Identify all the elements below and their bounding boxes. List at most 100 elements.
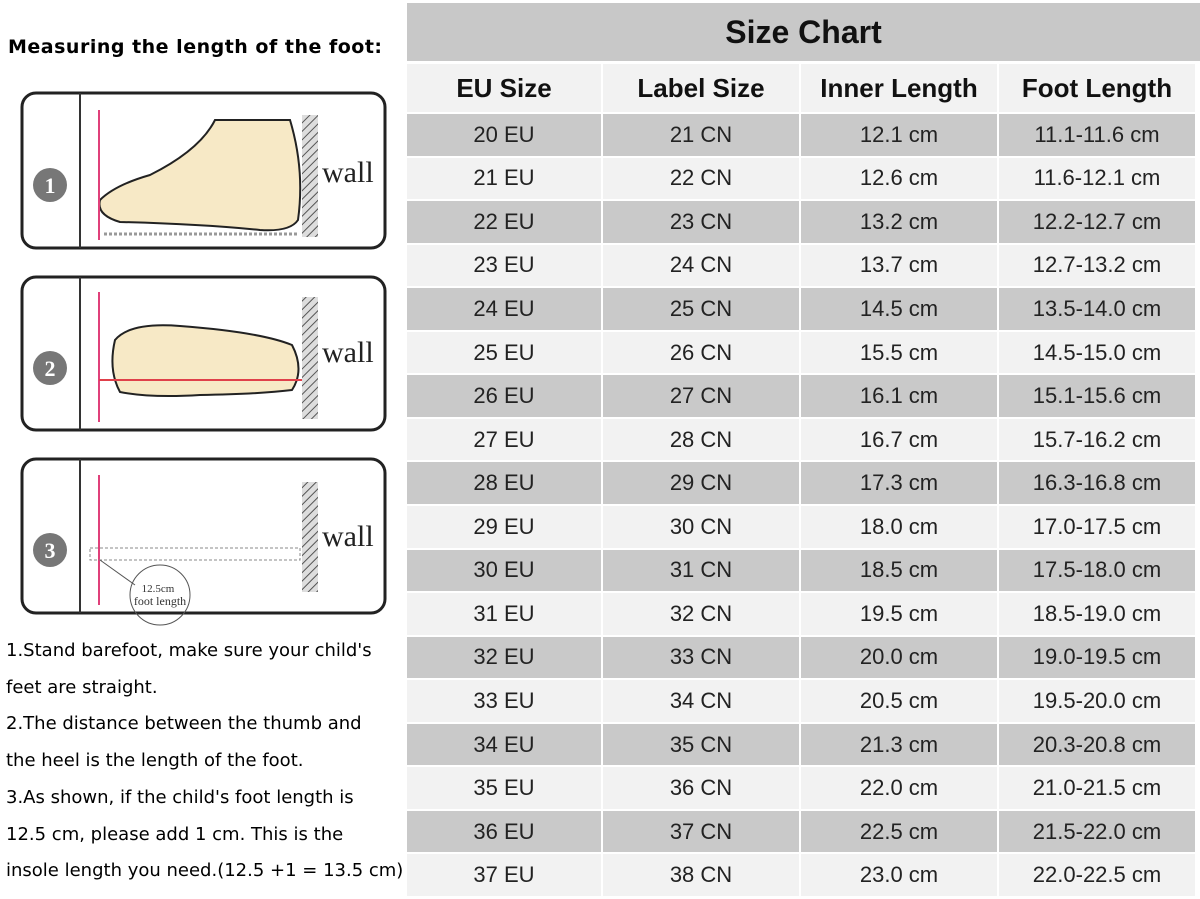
table-cell: 18.0 cm [801, 506, 997, 548]
table-cell: 36 EU [407, 810, 601, 853]
table-cell: 24 EU [407, 288, 601, 330]
table-cell: 28 CN [603, 418, 799, 461]
table-cell: 21 EU [407, 157, 601, 200]
table-cell: 12.6 cm [801, 157, 997, 200]
instruction-line: 1.Stand barefoot, make sure your child's [6, 640, 372, 661]
table-cell: 24 CN [603, 244, 799, 287]
table-cell: 19.0-19.5 cm [999, 636, 1195, 679]
table-cell: 29 CN [603, 462, 799, 504]
table-cell: 18.5-19.0 cm [999, 593, 1195, 635]
table-cell: 34 EU [407, 723, 601, 766]
table-cell: 31 EU [407, 593, 601, 635]
wall-label: wall [322, 156, 374, 189]
table-cell: 35 EU [407, 767, 601, 809]
table-cell: 37 CN [603, 810, 799, 853]
table-cell: 35 CN [603, 723, 799, 766]
table-cell: 17.5-18.0 cm [999, 549, 1195, 592]
table-cell: 11.6-12.1 cm [999, 157, 1195, 200]
table-title: Size Chart [407, 3, 1200, 61]
instruction-line: feet are straight. [6, 676, 158, 698]
instruction-line: 2.The distance between the thumb and [6, 713, 362, 735]
instruction-line: 12.5 cm, please add 1 cm. This is the [6, 823, 344, 845]
table-cell: 15.5 cm [801, 331, 997, 374]
table-cell: 30 EU [407, 549, 601, 592]
instruction-line: insole length you need.(12.5 +1 = 13.5 c… [6, 860, 404, 882]
table-cell: 37 EU [407, 854, 601, 896]
measure-caption: foot length [134, 594, 186, 608]
table-cell: 15.7-16.2 cm [999, 418, 1195, 461]
diagram-3 [20, 457, 387, 626]
diagram-1 [20, 91, 387, 250]
table-cell: 22.0 cm [801, 767, 997, 809]
table-cell: 36 CN [603, 767, 799, 809]
table-cell: 33 CN [603, 636, 799, 679]
table-cell: 28 EU [407, 462, 601, 504]
table-cell: 22 EU [407, 201, 601, 243]
table-cell: 26 EU [407, 375, 601, 417]
instruction-line: 3.As shown, if the child's foot length i… [6, 786, 354, 808]
table-cell: 12.7-13.2 cm [999, 244, 1195, 287]
table-cell: 15.1-15.6 cm [999, 375, 1195, 417]
table-cell: 19.5 cm [801, 593, 997, 635]
column-header: Inner Length [801, 64, 997, 112]
table-cell: 30 CN [603, 506, 799, 548]
size-table: Size Chart EU Size Label Size Inner Length… [407, 0, 1200, 899]
table-cell: 26 CN [603, 331, 799, 374]
table-cell: 16.3-16.8 cm [999, 462, 1195, 504]
step-number: 1 [45, 173, 56, 198]
instruction-line: the heel is the length of the foot. [6, 750, 304, 772]
table-cell: 13.2 cm [801, 201, 997, 243]
table-cell: 18.5 cm [801, 549, 997, 592]
column-header: Label Size [603, 64, 799, 112]
table-cell: 23 CN [603, 201, 799, 243]
table-cell: 22.0-22.5 cm [999, 854, 1195, 896]
table-cell: 11.1-11.6 cm [999, 114, 1195, 156]
table-cell: 25 CN [603, 288, 799, 330]
diagram-2 [20, 275, 387, 432]
table-cell: 22 CN [603, 157, 799, 200]
table-cell: 32 EU [407, 636, 601, 679]
step-number: 3 [45, 538, 56, 563]
table-cell: 33 EU [407, 680, 601, 722]
table-cell: 14.5 cm [801, 288, 997, 330]
table-cell: 31 CN [603, 549, 799, 592]
table-cell: 20 EU [407, 114, 601, 156]
table-cell: 20.0 cm [801, 636, 997, 679]
table-cell: 38 CN [603, 854, 799, 896]
measure-label: 12.5cm [142, 583, 175, 595]
table-cell: 19.5-20.0 cm [999, 680, 1195, 722]
heading: Measuring the length of the foot: [8, 36, 383, 58]
table-cell: 34 CN [603, 680, 799, 722]
table-cell: 17.3 cm [801, 462, 997, 504]
table-cell: 21.0-21.5 cm [999, 767, 1195, 809]
diagram-labels: 1 2 3 wall wall wall 12.5cm foot length [45, 156, 374, 608]
table-cell: 16.1 cm [801, 375, 997, 417]
table-cell: 27 CN [603, 375, 799, 417]
table-cell: 20.3-20.8 cm [999, 723, 1195, 766]
table-cell: 23 EU [407, 244, 601, 287]
column-header: EU Size [407, 64, 601, 112]
table-cell: 13.7 cm [801, 244, 997, 287]
table-cell: 12.1 cm [801, 114, 997, 156]
step-number: 2 [45, 356, 56, 381]
table-cell: 21.5-22.0 cm [999, 810, 1195, 853]
column-header: Foot Length [999, 64, 1195, 112]
table-cell: 32 CN [603, 593, 799, 635]
table-cell: 21.3 cm [801, 723, 997, 766]
measure-panel: Measuring the length of the foot: [0, 0, 405, 899]
table-cell: 22.5 cm [801, 810, 997, 853]
table-cell: 23.0 cm [801, 854, 997, 896]
table-cell: 13.5-14.0 cm [999, 288, 1195, 330]
table-cell: 25 EU [407, 331, 601, 374]
table-cell: 29 EU [407, 506, 601, 548]
table-cell: 12.2-12.7 cm [999, 201, 1195, 243]
diagrams [20, 91, 387, 626]
wall-label: wall [322, 336, 374, 369]
table-cell: 27 EU [407, 418, 601, 461]
table-cell: 17.0-17.5 cm [999, 506, 1195, 548]
table-cell: 14.5-15.0 cm [999, 331, 1195, 374]
table-cell: 21 CN [603, 114, 799, 156]
table-cell: 20.5 cm [801, 680, 997, 722]
table-cell: 16.7 cm [801, 418, 997, 461]
